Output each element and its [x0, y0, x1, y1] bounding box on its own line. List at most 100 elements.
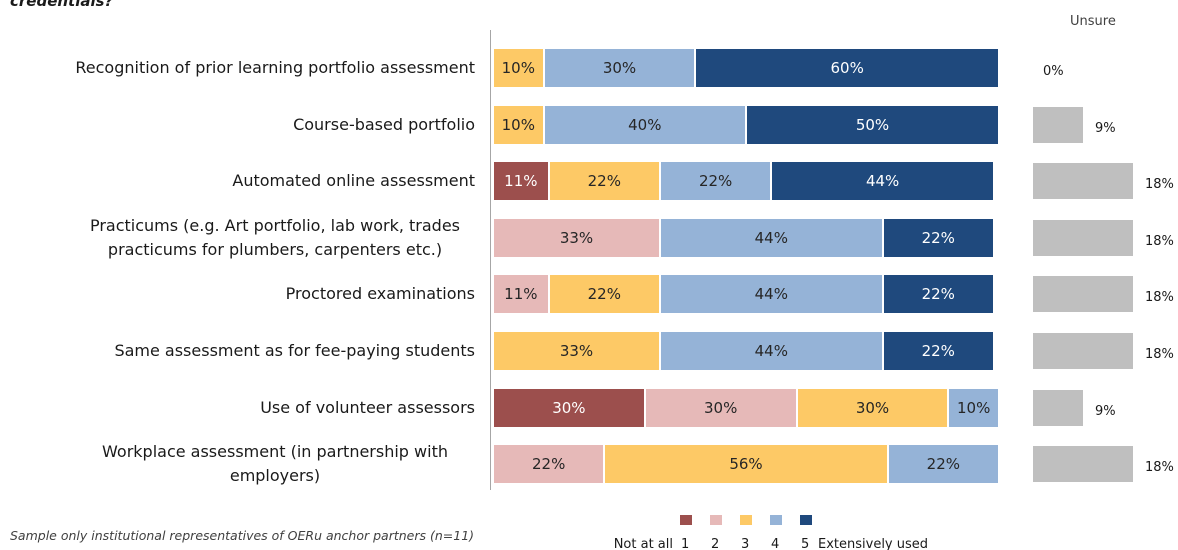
legend-swatch — [680, 515, 692, 525]
data-label: 11% — [504, 172, 538, 191]
data-label: 22% — [587, 172, 621, 191]
category-label: Same assessment as for fee-paying studen… — [114, 341, 475, 360]
bar-segment: 10% — [493, 104, 544, 145]
unsure-label: 0% — [1043, 64, 1064, 79]
unsure-label: 18% — [1145, 460, 1174, 476]
data-label: 30% — [855, 398, 890, 417]
category-label: Automated online assessment — [232, 171, 475, 191]
bar-segment: 22% — [882, 331, 994, 371]
category-label-box: Recognition of prior learning portfolio … — [55, 43, 475, 93]
legend-swatch — [710, 515, 722, 525]
category-label: Recognition of prior learning portfolio … — [75, 58, 475, 77]
data-label: 22% — [531, 455, 566, 474]
bar-segment: 44% — [659, 331, 883, 371]
legend-swatch — [770, 515, 782, 525]
data-label: 44% — [754, 285, 788, 304]
unsure-bar — [1033, 446, 1133, 483]
legend-swatch — [740, 515, 752, 525]
category-label-box: Workplace assessment (in partnership wit… — [55, 439, 475, 489]
bar-segment: 22% — [659, 161, 772, 202]
data-label: 22% — [698, 172, 733, 191]
footnote: Sample only institutional representative… — [10, 528, 475, 543]
bar-segment: 10% — [493, 48, 544, 88]
category-label-box: Course-based portfolio — [55, 100, 475, 150]
bar-segment: 30% — [493, 387, 645, 428]
category-label: Course-based portfolio — [293, 114, 475, 134]
legend-label: 2 — [711, 537, 720, 550]
category-label-box: Same assessment as for fee-paying studen… — [55, 326, 475, 376]
category-label-box: Practicums (e.g. Art portfolio, lab work… — [55, 213, 475, 263]
unsure-bar — [1033, 219, 1133, 256]
data-label: 22% — [921, 342, 955, 360]
data-label: 60% — [830, 59, 864, 77]
data-label: 11% — [504, 285, 538, 304]
legend-label: 3 — [741, 537, 750, 550]
category-label: Workplace assessment (in partnership wit… — [102, 442, 448, 486]
data-label: 44% — [865, 172, 900, 191]
chart-title: credentials? — [10, 0, 114, 10]
bar-segment: 10% — [948, 387, 999, 428]
unsure-title: Unsure — [1070, 14, 1116, 29]
data-label: 22% — [921, 285, 955, 304]
bar-segment: 11% — [493, 274, 549, 315]
data-label: 10% — [501, 115, 535, 134]
data-label: 33% — [559, 342, 594, 360]
legend-label: 1 — [681, 537, 690, 550]
category-label: Use of volunteer assessors — [260, 397, 475, 417]
bar-segment: 22% — [548, 274, 660, 315]
legend-high: Extensively used — [818, 537, 929, 550]
bar-segment: 60% — [695, 48, 999, 88]
data-label: 50% — [855, 115, 890, 134]
unsure-label: 18% — [1145, 177, 1174, 193]
bar-segment: 22% — [493, 444, 605, 485]
category-label-box: Use of volunteer assessors — [55, 383, 475, 433]
data-label: 22% — [921, 228, 955, 247]
unsure-bar — [1033, 333, 1133, 369]
axis-line — [490, 30, 491, 490]
legend-low: Not at all — [613, 537, 673, 550]
bar-segment: 30% — [796, 387, 949, 428]
legend-swatch — [800, 515, 812, 525]
unsure-bar — [1033, 106, 1083, 143]
unsure-label: 18% — [1145, 347, 1174, 362]
category-label: Practicums (e.g. Art portfolio, lab work… — [89, 215, 461, 259]
bar-segment: 11% — [493, 161, 549, 202]
category-label-box: Proctored examinations — [55, 269, 475, 319]
data-label: 22% — [926, 455, 960, 474]
unsure-bar — [1033, 163, 1133, 200]
bar-segment: 56% — [604, 444, 888, 485]
bar-segment: 50% — [746, 104, 999, 145]
data-label: 10% — [501, 59, 535, 77]
bar-segment: 22% — [882, 217, 994, 258]
data-label: 40% — [628, 115, 662, 134]
unsure-bar — [1033, 389, 1083, 426]
bar-segment: 22% — [887, 444, 999, 485]
data-label: 10% — [957, 398, 991, 417]
bar-segment: 30% — [644, 387, 797, 428]
unsure-label: 18% — [1145, 290, 1174, 306]
data-label: 44% — [754, 342, 788, 360]
data-label: 30% — [704, 398, 738, 417]
unsure-label: 9% — [1095, 120, 1116, 136]
bar-segment: 22% — [882, 274, 994, 315]
category-label-box: Automated online assessment — [55, 156, 475, 206]
data-label: 30% — [602, 59, 637, 77]
bar-segment: 44% — [771, 161, 994, 202]
bar-segment: 33% — [493, 331, 660, 371]
data-label: 56% — [729, 455, 763, 474]
data-label: 22% — [587, 285, 621, 304]
unsure-label: 18% — [1145, 233, 1174, 249]
unsure-bar — [1033, 276, 1133, 313]
bar-segment: 40% — [543, 104, 746, 145]
data-label: 30% — [552, 398, 586, 417]
bar-segment: 33% — [493, 217, 660, 258]
bar-segment: 44% — [659, 274, 883, 315]
data-label: 44% — [754, 228, 788, 247]
bar-segment: 30% — [543, 48, 696, 88]
data-label: 33% — [559, 228, 594, 247]
category-label: Proctored examinations — [285, 284, 475, 304]
legend-label: 4 — [771, 537, 780, 550]
legend-label: 5 — [801, 537, 810, 550]
bar-segment: 22% — [548, 161, 660, 202]
